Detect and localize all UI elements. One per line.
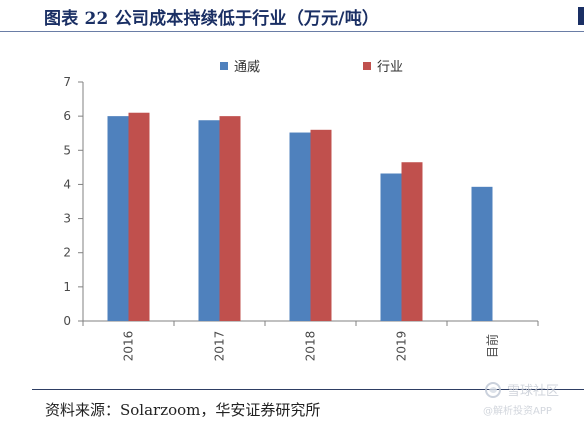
axis-labels: 0 1 2 3 4 5 6 7 2016 2017 2018 2019 目前 <box>63 75 499 361</box>
bar-2019-通威 <box>380 173 402 321</box>
bar-2017-行业 <box>219 116 241 322</box>
x-tick-label: 2019 <box>395 331 409 362</box>
watermark-subtext: @解析投资APP <box>483 404 552 417</box>
chart-container: 通威 行业 0 1 2 3 4 5 6 7 2016 2017 2018 2019 目前 <box>0 34 584 394</box>
watermark-logo: 雪球社区 @解析投资APP <box>483 382 559 417</box>
chart-axes <box>78 81 539 326</box>
chart-title: 图表 22 公司成本持续低于行业（万元/吨） <box>44 9 380 29</box>
title-divider <box>0 31 584 32</box>
y-tick-label: 6 <box>63 109 71 123</box>
x-tick-label: 2016 <box>122 331 136 362</box>
y-tick-label: 3 <box>63 212 71 226</box>
legend: 通威 行业 <box>220 60 403 75</box>
legend-label-0: 通威 <box>234 60 260 75</box>
legend-swatch-1 <box>363 62 371 70</box>
y-tick-label: 7 <box>63 75 71 89</box>
legend-swatch-0 <box>220 62 228 70</box>
x-tick-label: 2018 <box>304 331 318 362</box>
y-tick-label: 4 <box>63 177 71 191</box>
bar-2016-行业 <box>128 112 150 321</box>
y-tick-label: 1 <box>63 280 71 294</box>
y-tick-label: 2 <box>63 246 71 260</box>
y-tick-label: 0 <box>63 314 71 328</box>
bar-目前-通威 <box>471 186 493 321</box>
x-tick-label: 目前 <box>485 334 500 358</box>
title-bar: 图表 22 公司成本持续低于行业（万元/吨） <box>0 0 584 34</box>
x-tick-label: 2017 <box>213 331 227 362</box>
bar-2017-通威 <box>198 120 220 322</box>
bar-2018-行业 <box>310 129 332 321</box>
bar-chart: 通威 行业 0 1 2 3 4 5 6 7 2016 2017 2018 2019 目前 <box>63 60 539 361</box>
watermark-brand: 雪球社区 <box>507 383 559 399</box>
y-tick-label: 5 <box>63 143 71 157</box>
watermark: 雪球社区 @解析投资APP <box>480 380 578 422</box>
legend-label-1: 行业 <box>377 60 403 75</box>
source-note: 资料来源：Solarzoom，华安证券研究所 <box>45 401 321 419</box>
bar-series <box>107 112 493 322</box>
header-accent-mark <box>578 7 584 25</box>
bar-2016-通威 <box>107 116 129 322</box>
bar-2018-通威 <box>289 132 311 321</box>
bar-2019-行业 <box>401 162 423 321</box>
footer-divider <box>32 389 584 390</box>
